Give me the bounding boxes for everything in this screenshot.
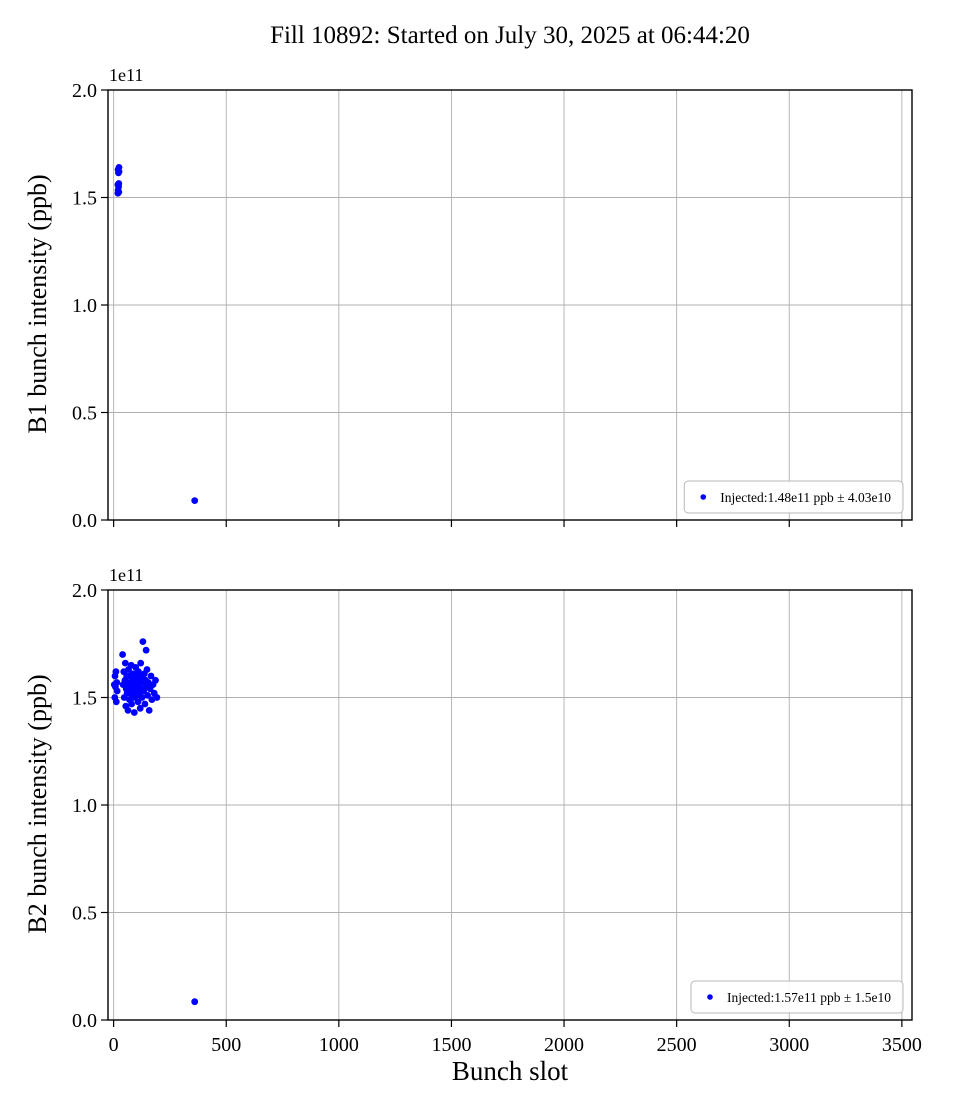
legend-marker: [707, 994, 713, 1000]
data-point: [137, 659, 145, 667]
data-point: [134, 698, 142, 706]
data-point: [191, 497, 199, 504]
legend: Injected:1.57e11 ppb ± 1.5e10: [690, 980, 904, 1014]
data-point: [113, 679, 121, 686]
y-tick-label: 1.0: [72, 295, 97, 317]
y-axis-offset-text: 1e11: [109, 565, 143, 585]
data-point: [191, 998, 199, 1006]
x-tick-label: 3000: [769, 1034, 809, 1056]
legend-label: Injected:1.48e11 ppb ± 4.03e10: [720, 490, 891, 505]
y-tick-label: 2.0: [72, 80, 97, 102]
data-point: [115, 164, 123, 171]
data-point: [121, 659, 129, 667]
legend-box: [683, 480, 904, 514]
data-point: [124, 707, 132, 714]
data-point: [145, 707, 153, 714]
chart-title: Fill 10892: Started on July 30, 2025 at …: [270, 22, 750, 49]
data-point: [143, 666, 151, 673]
y-tick-label: 0.0: [72, 1010, 97, 1032]
y-tick-label: 1.5: [72, 688, 97, 710]
data-point: [147, 672, 155, 680]
data-point: [141, 700, 149, 708]
x-tick-label: 2000: [544, 1034, 584, 1056]
data-point: [152, 676, 159, 684]
data-point: [128, 700, 136, 708]
legend-label: Injected:1.57e11 ppb ± 1.5e10: [727, 990, 891, 1005]
data-point: [115, 180, 123, 187]
y-axis-offset-text: 1e11: [109, 65, 143, 85]
legend: Injected:1.48e11 ppb ± 4.03e10: [683, 480, 904, 514]
y-tick-label: 0.5: [72, 403, 97, 425]
y-tick-label: 0.5: [72, 903, 97, 925]
y-tick-label: 0.0: [72, 510, 97, 532]
y-tick-label: 1.0: [72, 795, 97, 817]
x-tick-label: 3500: [882, 1034, 922, 1056]
legend-marker: [700, 494, 707, 500]
x-tick-label: 2500: [657, 1034, 697, 1056]
data-point: [153, 694, 161, 701]
x-tick-label: 1000: [319, 1034, 359, 1056]
data-point: [136, 704, 144, 712]
data-point: [112, 698, 120, 706]
data-point: [130, 709, 138, 716]
y-tick-label: 2.0: [72, 580, 97, 602]
data-point: [119, 651, 126, 658]
x-tick-label: 0: [109, 1034, 119, 1056]
y-tick-label: 1.5: [72, 188, 97, 210]
data-point: [139, 638, 147, 645]
data-point: [112, 668, 120, 676]
x-tick-label: 500: [211, 1034, 241, 1056]
data-point: [113, 687, 121, 695]
data-point: [144, 692, 152, 699]
data-point: [138, 694, 146, 701]
legend-box: [690, 980, 904, 1014]
x-tick-label: 1500: [431, 1034, 471, 1056]
x-axis-label: Bunch slot: [451, 1056, 569, 1086]
data-point: [142, 646, 150, 654]
